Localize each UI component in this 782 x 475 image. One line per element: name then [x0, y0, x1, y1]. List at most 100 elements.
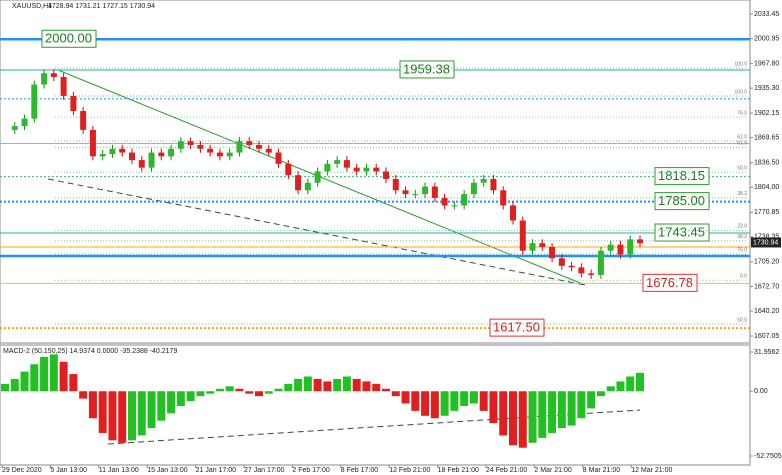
macd-bar: [264, 391, 273, 394]
macd-bar: [606, 386, 615, 392]
level-label: 1676.78: [646, 275, 693, 290]
candle: [119, 148, 126, 153]
macd-title: MACD-2 (50,150,25) 14.9374 0.0000 -35.23…: [3, 348, 177, 355]
macd-bar: [59, 361, 68, 392]
macd-bar: [430, 391, 439, 419]
y-tick-label: 1770.85: [754, 209, 779, 216]
y-tick-label: 1705.20: [754, 259, 779, 266]
candle: [637, 239, 643, 244]
x-tick-label: 27 Jan 17:00: [244, 467, 285, 474]
y-tick-label: 1640.20: [754, 308, 779, 315]
fib-label: 76.0: [737, 247, 747, 253]
candle: [304, 182, 311, 191]
fib-label: 62.0: [737, 134, 747, 140]
candle: [138, 160, 145, 168]
macd-bar: [88, 391, 97, 419]
y-tick-label: -52.7505: [754, 453, 782, 460]
x-tick-label: 11 Jan 13:00: [99, 467, 139, 474]
y-tick-label: 1902.15: [754, 110, 779, 117]
candle: [129, 152, 135, 161]
trend-line: [57, 69, 586, 286]
candle: [187, 141, 194, 145]
macd-bar: [255, 391, 263, 397]
candle: [510, 205, 516, 221]
macd-bar: [235, 388, 244, 392]
candle: [80, 111, 87, 130]
candle: [197, 144, 204, 149]
level-box: [654, 167, 710, 186]
macd-bar: [518, 391, 527, 448]
y-tick-label: 1672.70: [754, 283, 779, 290]
y-tick-label: 1836.50: [754, 160, 779, 167]
candle: [21, 118, 28, 127]
candle: [60, 77, 67, 96]
level-label: 1743.45: [658, 224, 705, 239]
fib-label: 38.2: [737, 191, 747, 197]
candle: [168, 148, 175, 157]
candle: [588, 273, 595, 275]
macd-bar: [215, 388, 224, 392]
candle: [549, 246, 556, 259]
macd-bar: [284, 383, 293, 392]
macd-bar: [137, 391, 146, 436]
fib-label: 0.0: [740, 273, 747, 279]
macd-bar: [616, 381, 625, 392]
macd-bar: [294, 378, 303, 392]
level-box: [489, 318, 545, 337]
candle: [177, 141, 184, 149]
x-tick-label: 5 Jan 13:00: [50, 467, 87, 474]
candle: [470, 182, 477, 195]
macd-bar: [489, 391, 498, 424]
candle: [363, 167, 370, 172]
macd-bar: [382, 388, 390, 392]
y-tick-label: 1607.05: [754, 333, 779, 340]
macd-bar: [362, 381, 371, 392]
y-tick-label: 2033.45: [754, 11, 779, 18]
candle: [568, 265, 575, 268]
macd-bar: [333, 378, 342, 392]
y-tick-label: 1738.35: [754, 234, 779, 241]
current-price: 1730.94: [753, 239, 778, 246]
macd-bar: [245, 391, 254, 394]
macd-bar: [577, 391, 586, 419]
candle: [373, 167, 380, 172]
macd-bar: [108, 391, 117, 441]
macd-bar: [10, 378, 19, 392]
price-tag: [751, 237, 781, 248]
fib-label: 61.8: [737, 141, 747, 147]
candle: [256, 144, 262, 149]
x-tick-label: 12 Mar 21:00: [631, 467, 672, 474]
candle: [70, 95, 77, 112]
x-tick-label: 8 Mar 21:00: [583, 467, 620, 474]
macd-bar: [147, 391, 156, 429]
candle: [383, 171, 389, 179]
y-tick-label: 1804.00: [754, 184, 779, 191]
candle: [529, 243, 536, 251]
x-tick-label: 2 Feb 17:00: [292, 467, 329, 474]
macd-bar: [157, 391, 166, 421]
candle: [275, 152, 282, 164]
trend-line: [47, 178, 586, 286]
candle: [109, 148, 116, 155]
macd-bar: [450, 391, 459, 411]
candle: [324, 163, 331, 172]
macd-bar: [538, 391, 547, 438]
candle: [627, 239, 634, 255]
candle: [451, 205, 458, 207]
candle: [11, 126, 18, 130]
macd-bar: [196, 391, 205, 397]
macd-bar: [186, 391, 195, 402]
candle: [480, 178, 487, 183]
fib-label: 100.0: [734, 89, 747, 95]
level-label: 1959.38: [403, 61, 450, 76]
macd-bar: [391, 391, 400, 397]
macd-bar: [303, 376, 312, 392]
candle: [441, 197, 448, 206]
level-box: [399, 60, 455, 79]
macd-bar: [421, 391, 430, 416]
candle: [597, 250, 604, 275]
candle: [246, 141, 253, 145]
candle: [158, 152, 165, 157]
x-tick-label: 12 Feb 21:00: [389, 467, 430, 474]
macd-bar: [469, 391, 478, 404]
